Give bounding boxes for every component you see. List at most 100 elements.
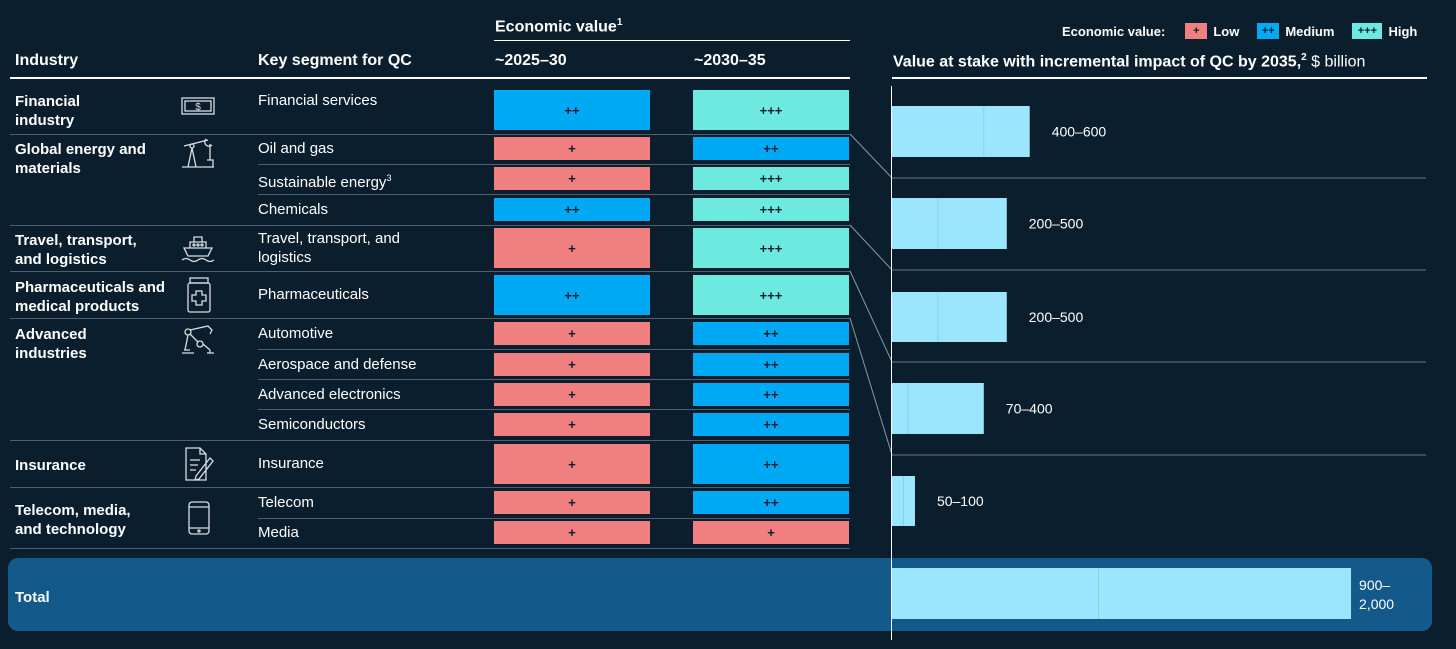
- bar-value-label: 50–100: [937, 493, 984, 509]
- segment-label: Insurance: [258, 455, 324, 472]
- legend-label-medium: Medium: [1285, 23, 1335, 39]
- rating-2030-35: +++: [693, 167, 849, 190]
- rating-2030-35: ++: [693, 383, 849, 406]
- total-label: Total: [15, 589, 50, 606]
- period2-header: ~2030–35: [694, 52, 766, 69]
- segment-label: Financial services: [258, 92, 378, 109]
- legend-swatch-high: +++: [1352, 23, 1383, 39]
- rating-2025-30: +: [494, 137, 650, 160]
- row-divider: [10, 440, 850, 441]
- rating-2025-30: +: [494, 491, 650, 514]
- rating-2025-30: ++: [494, 90, 650, 130]
- rating-2030-35: ++: [693, 444, 849, 484]
- row-divider: [258, 194, 850, 195]
- segment-label: Sustainable energy3: [258, 173, 392, 191]
- rating-2025-30: +: [494, 383, 650, 406]
- group-connector: [849, 133, 893, 179]
- row-divider: [10, 548, 850, 549]
- value-header-title: Value at stake with incremental impact o…: [893, 53, 1302, 71]
- row-divider: [258, 349, 850, 350]
- row-divider: [10, 487, 850, 488]
- row-divider: [258, 379, 850, 380]
- industry-insurance: Insurance: [15, 457, 86, 474]
- industry-header: Industry: [15, 52, 79, 69]
- value-bar: [892, 292, 1007, 342]
- legend-label-low: Low: [1213, 23, 1240, 39]
- industry-advanced: Advanced industries: [15, 326, 87, 362]
- rating-2030-35: +++: [693, 275, 849, 315]
- row-divider: [10, 134, 850, 135]
- robot-arm-icon: [182, 325, 214, 354]
- rating-2030-35: +++: [693, 198, 849, 221]
- segment-header: Key segment for QC: [258, 52, 412, 69]
- bar-value-label: 400–600: [1052, 124, 1107, 140]
- medicine-icon: [187, 277, 211, 313]
- rating-2030-35: ++: [693, 322, 849, 345]
- row-divider: [258, 409, 850, 410]
- rating-2025-30: +: [494, 353, 650, 376]
- group-connector: [849, 224, 893, 271]
- value-header: Value at stake with incremental impact o…: [893, 52, 1365, 71]
- bar-value-label: 200–500: [1029, 309, 1084, 325]
- document-pen-icon: [185, 447, 214, 481]
- industry-energy: Global energy and materials: [15, 141, 146, 177]
- vertical-axis: [891, 86, 892, 640]
- segment-label: Advanced electronics: [258, 386, 401, 403]
- industry-pharma: Pharmaceuticals and medical products: [15, 279, 166, 315]
- legend-label-high: High: [1388, 23, 1418, 39]
- rating-2030-35: +++: [693, 228, 849, 268]
- row-divider: [258, 518, 850, 519]
- rating-2030-35: ++: [693, 137, 849, 160]
- economic-value-header: Economic value1: [495, 17, 622, 36]
- segment-label: Travel, transport, and logistics: [258, 230, 401, 266]
- bar-value-label: 2,000: [1359, 596, 1394, 612]
- value-chart: 400–600 200–500 200–500 70–400 50–100 900– 2,0…: [849, 106, 1426, 619]
- value-header-unit: $ billion: [1306, 53, 1366, 71]
- group-connector: [849, 270, 893, 363]
- row-divider: [10, 225, 850, 226]
- legend-title: Economic value:: [1062, 23, 1166, 39]
- group-connector: [849, 317, 893, 456]
- economic-value-title: Economic value: [495, 18, 617, 36]
- legend-swatch-low: +: [1185, 23, 1208, 39]
- bar-value-label: 900–: [1359, 577, 1390, 593]
- svg-text:$: $: [195, 102, 201, 113]
- rating-2025-30: ++: [494, 275, 650, 315]
- segment-label: Semiconductors: [258, 416, 366, 433]
- money-icon: $: [181, 97, 215, 115]
- rating-2030-35: ++: [693, 413, 849, 436]
- rating-2025-30: +: [494, 228, 650, 268]
- legend: Economic value: + Low ++ Medium +++ High: [1062, 22, 1417, 40]
- segment-label: Chemicals: [258, 201, 329, 218]
- industry-travel: Travel, transport, and logistics: [15, 232, 137, 268]
- value-bar: [892, 106, 1030, 157]
- phone-icon: [188, 501, 210, 535]
- legend-swatch-medium: ++: [1257, 23, 1280, 39]
- rating-2025-30: +: [494, 413, 650, 436]
- rating-2025-30: +: [494, 444, 650, 484]
- rating-2025-30: +: [494, 521, 650, 544]
- rating-2025-30: +: [494, 167, 650, 190]
- bar-value-label: 70–400: [1006, 401, 1053, 417]
- rating-2030-35: ++: [693, 491, 849, 514]
- value-header-footnote: 2: [1301, 52, 1307, 63]
- row-divider: [10, 318, 850, 319]
- segment-label: Media: [258, 524, 299, 541]
- segment-label: Automotive: [258, 325, 334, 342]
- economic-value-underline: [494, 40, 850, 41]
- segment-label: Oil and gas: [258, 140, 334, 157]
- row-divider: [10, 271, 850, 272]
- oil-pump-icon: [182, 138, 214, 168]
- ship-icon: [181, 236, 215, 262]
- value-bar: [892, 568, 1352, 619]
- header-rule-left: [10, 77, 850, 79]
- value-bar: [892, 198, 1007, 249]
- rating-2030-35: ++: [693, 353, 849, 376]
- rating-2025-30: +: [494, 322, 650, 345]
- bar-value-label: 200–500: [1029, 216, 1084, 232]
- rating-2030-35: +++: [693, 90, 849, 130]
- industry-financial: Financial industry: [15, 93, 81, 129]
- industry-telecom: Telecom, media, and technology: [15, 502, 131, 538]
- segment-label: Aerospace and defense: [258, 356, 417, 373]
- header-rule-right: [892, 77, 1427, 79]
